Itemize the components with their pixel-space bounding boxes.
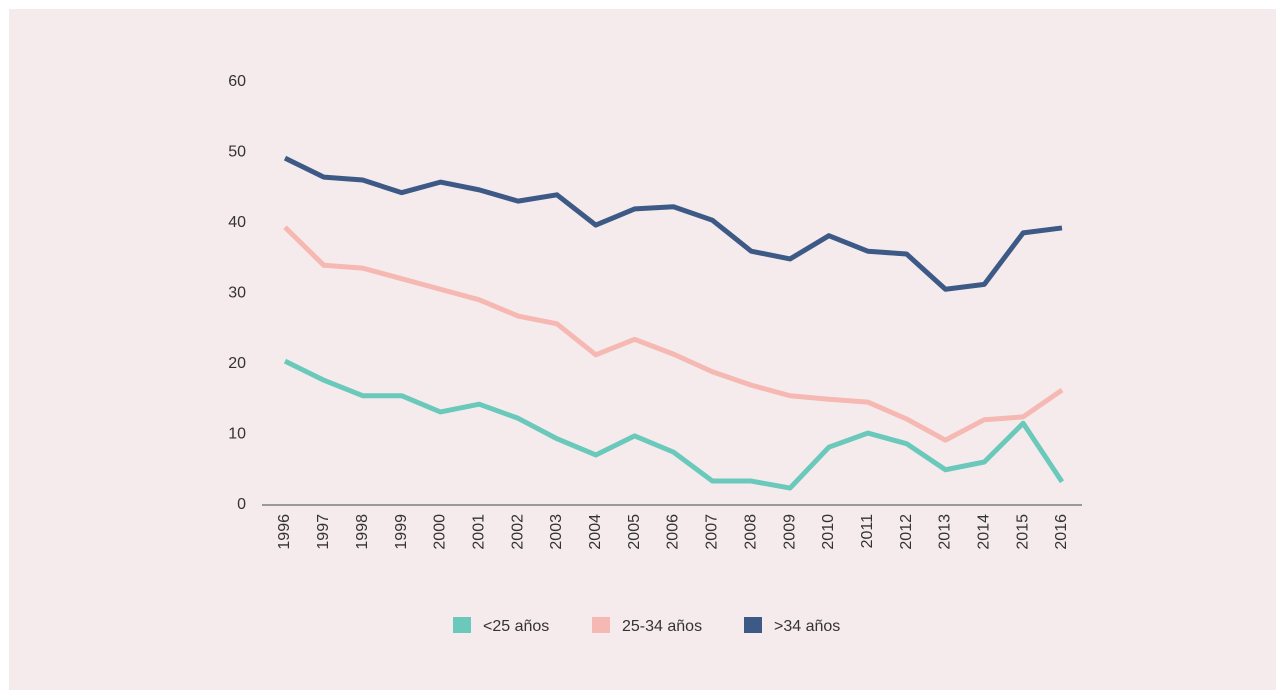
x-tick-label: 1997 [315,514,332,550]
x-tick-label: 2014 [976,514,993,550]
legend-swatch [592,617,610,633]
line-series [283,225,1064,443]
x-tick-label: 1996 [276,514,293,550]
y-tick-label: 0 [237,496,246,513]
legend-label: <25 años [483,618,549,635]
y-tick-label: 60 [228,73,246,90]
x-tick-label: 2003 [548,514,565,550]
x-tick-label: 2011 [859,514,876,549]
legend-label: 25-34 años [622,618,702,635]
x-tick-label: 2008 [742,514,759,550]
x-tick-label: 1998 [354,514,371,550]
x-tick-label: 2006 [665,514,682,550]
x-tick-label: 2009 [781,514,798,550]
line-series [283,358,1065,491]
x-tick-label: 2012 [898,514,915,550]
y-tick-label: 10 [228,426,246,443]
line-series [283,155,1063,292]
y-tick-label: 50 [228,144,246,161]
x-tick-label: 2002 [509,514,526,550]
x-tick-label: 2007 [704,514,721,550]
chart-background [9,9,1276,690]
y-tick-label: 30 [228,285,246,302]
x-tick-label: 2013 [937,514,954,550]
y-tick-label: 40 [228,214,246,231]
x-tick-label: 2000 [432,514,449,550]
x-tick-label: 2005 [626,514,643,550]
legend-label: >34 años [774,618,840,635]
x-tick-label: 2004 [587,514,604,550]
y-tick-label: 20 [228,355,246,372]
x-tick-label: 1999 [393,514,410,550]
x-tick-label: 2001 [470,514,487,550]
x-tick-label: 2015 [1014,514,1031,550]
legend-swatch [453,617,471,633]
x-tick-label: 2010 [820,514,837,550]
legend-swatch [744,617,762,633]
x-tick-label: 2016 [1053,514,1070,550]
